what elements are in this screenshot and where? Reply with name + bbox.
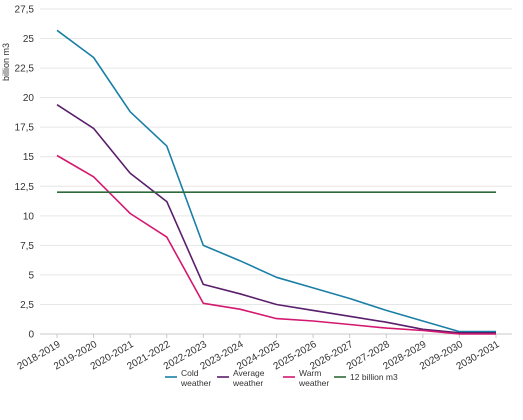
legend: Cold weather Average weather Warm weather 12 b… — [165, 368, 398, 388]
series-lines — [56, 29, 496, 335]
series-line-0 — [56, 29, 496, 333]
y-tick-label: 0 — [28, 330, 34, 341]
series-line-1 — [56, 104, 496, 334]
y-tick-label: 5 — [28, 270, 34, 281]
y-tick-label: 2,5 — [20, 300, 34, 311]
y-axis: 0 2,5 5 7,5 10 12,5 15 17,5 20 22,5 25 27,5 — [15, 5, 35, 341]
y-tick-label: 15 — [23, 152, 35, 163]
y-tick-label: 20 — [23, 93, 35, 104]
x-axis: 2018-20192019-20202020-20212021-20222022… — [16, 334, 502, 373]
y-tick-label: 27,5 — [15, 5, 35, 16]
legend-label: 12 billion m3 — [350, 372, 398, 382]
gridlines — [40, 8, 512, 335]
y-tick-label: 17,5 — [15, 123, 35, 134]
y-axis-label: billion m3 — [1, 43, 11, 81]
legend-label: Average weather — [232, 368, 265, 388]
legend-label: Cold weather — [180, 368, 211, 388]
legend-label: Warm weather — [298, 368, 329, 388]
y-tick-label: 22,5 — [15, 64, 35, 75]
y-tick-label: 12,5 — [15, 182, 35, 193]
y-tick-label: 10 — [23, 211, 35, 222]
series-line-2 — [56, 154, 496, 335]
y-tick-label: 7,5 — [20, 241, 34, 252]
y-tick-label: 25 — [23, 34, 35, 45]
